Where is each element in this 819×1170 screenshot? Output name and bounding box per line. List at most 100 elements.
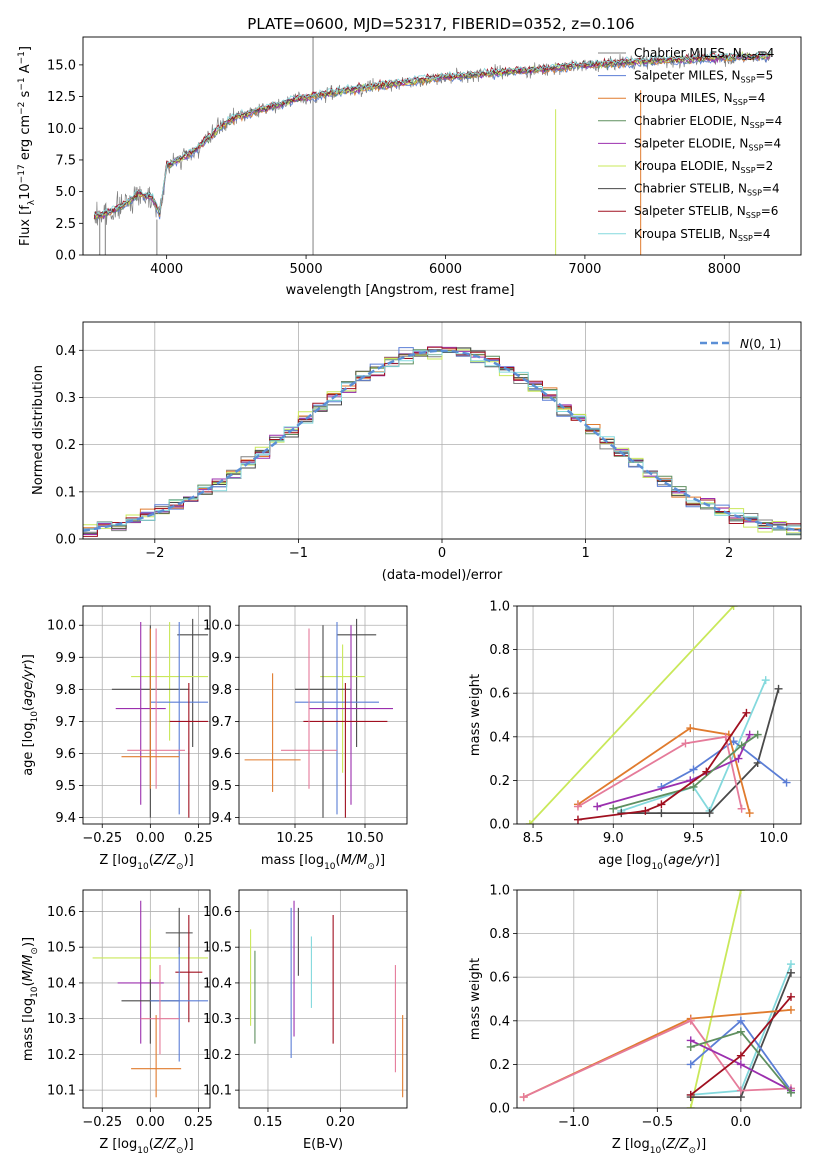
label-part: λ (27, 199, 37, 205)
weight_vs_Z-ytick-label: 0.4 (489, 1014, 510, 1029)
label-part: ⊙ (176, 862, 184, 872)
age_vs_Z-panel: −0.25 0.00 0.25 9.4 9.5 9.6 9.7 9.8 9.9 10.0 Z [lo… (21, 605, 213, 872)
weight-series-line (660, 740, 788, 788)
label-part: )] (21, 937, 36, 947)
label-part: 10 (30, 711, 40, 723)
age_vs_Z-xtick-label: 0.00 (136, 831, 165, 846)
label-part: −1 (17, 77, 27, 90)
weight_vs_age-ytick-label: 0.4 (489, 730, 510, 745)
weight-series-line (613, 733, 759, 810)
weight_vs_Z-panel: −1.0 −0.5 0.0 0.0 0.2 0.4 0.6 0.8 1.0 Z [log10(Z/… (468, 884, 802, 1156)
spectrum-xtick-label: 5000 (290, 262, 323, 277)
legend-label-part: SSP (742, 53, 757, 62)
weight-vs-z-xlabel: Z [log10(Z/Z⊙)] (612, 1137, 706, 1156)
label-part: )] (696, 1137, 706, 1152)
legend-label: Kroupa STELIB, NSSP=4 (634, 227, 771, 243)
weight-point-marker (736, 1016, 745, 1025)
spectrum-ytick-label: 5.0 (55, 185, 76, 200)
weight-point-marker (786, 1088, 795, 1097)
label-part: ( (336, 853, 341, 868)
legend-label-part: SSP (741, 76, 756, 85)
label-part: ( (149, 1137, 154, 1152)
weight-point-marker (736, 1060, 745, 1069)
weight-point-marker (573, 802, 582, 811)
residuals-frame (82, 321, 802, 540)
age_vs_mass-panel: 10.25 10.50 9.4 9.5 9.6 9.7 9.8 9.9 10.0 mass [lo… (203, 605, 408, 872)
spectrum-ylabel: Flux [fλ10−17 erg cm−2 s−1 A−1] (17, 46, 37, 246)
weight-point-marker (774, 684, 783, 693)
weight-point-marker (609, 804, 618, 813)
mass_vs_ebv-xtick-label: 0.15 (253, 1115, 282, 1130)
legend-label-part: Kroupa MILES, N (634, 91, 733, 105)
mass_vs_ebv-ytick-label: 10.1 (203, 1084, 232, 1099)
label-part: age [log (598, 853, 651, 868)
age_vs_mass-ytick-label: 9.7 (211, 715, 232, 730)
age_vs_Z-ytick-label: 9.5 (55, 779, 76, 794)
residuals-xtick-label: 0 (438, 546, 446, 561)
mass_vs_ebv-ytick-label: 10.3 (203, 1012, 232, 1027)
legend-label-part: SSP (746, 211, 761, 220)
legend-label-part: Kroupa ELODIE, N (634, 159, 741, 173)
mass_vs_Z-ytick-label: 10.1 (47, 1084, 76, 1099)
label-part: age/yr (21, 663, 36, 706)
mass-vs-z-xlabel: Z [log10(Z/Z⊙)] (99, 1137, 193, 1156)
label-part: Z/Z (153, 1137, 177, 1152)
label-part: mass [log (21, 998, 36, 1061)
weight_vs_age-xtick-label: 9.5 (683, 831, 704, 846)
weight_vs_Z-frame (516, 889, 802, 1109)
weight-point-marker (782, 778, 791, 787)
label-part: 10 (650, 1146, 662, 1156)
weight-point-marker (525, 820, 534, 824)
residuals-xtick-label: 1 (581, 546, 589, 561)
residuals-ylabel: Normed distribution (31, 365, 46, 495)
label-part: ( (21, 706, 36, 711)
legend-label: Salpeter MILES, NSSP=5 (634, 69, 773, 85)
weight_vs_age-ytick-label: 1.0 (489, 600, 510, 615)
legend-label-part: SSP (750, 121, 765, 130)
weight_vs_Z-ytick-label: 0.2 (489, 1058, 510, 1073)
weight_vs_age-xtick-label: 8.5 (523, 831, 544, 846)
spectrum-xtick-label: 6000 (429, 262, 462, 277)
weight-point-marker (786, 992, 795, 1001)
weight-point-marker (657, 809, 666, 818)
legend-label-part: Chabrier STELIB, N (634, 182, 747, 196)
weight-point-marker (729, 606, 738, 610)
weight-point-marker (745, 809, 754, 818)
weight-point-marker (657, 800, 666, 809)
spectrum-ytick-label: 0.0 (55, 249, 76, 264)
legend-label: Kroupa ELODIE, NSSP=2 (634, 159, 773, 175)
residuals-xlabel: (data-model)/error (382, 568, 503, 583)
label-part: 10 (137, 1146, 149, 1156)
legend-label-part: =4 (753, 227, 771, 241)
weight-series-line (621, 679, 767, 813)
legend-label-part: SSP (748, 143, 763, 152)
weight_vs_Z-xtick-label: −0.5 (642, 1115, 674, 1130)
weight-point-marker (689, 765, 698, 774)
legend-label: Salpeter ELODIE, NSSP=4 (634, 136, 781, 152)
weight-point-marker (686, 724, 695, 733)
age_vs_mass-ytick-label: 9.4 (211, 811, 232, 826)
residuals-ytick-label: 0.0 (55, 533, 76, 548)
weight-point-marker (742, 708, 751, 717)
age_vs_Z-frame (82, 605, 211, 825)
spectrum-ytick-label: 10.0 (47, 122, 76, 137)
weight-point-marker (786, 968, 795, 977)
mass_vs_ebv-ytick-label: 10.2 (203, 1048, 232, 1063)
residuals-ytick-label: 0.2 (55, 438, 76, 453)
mass_vs_Z-panel: −0.25 0.00 0.25 10.1 10.2 10.3 10.4 10.5 10.6 Z [… (21, 889, 213, 1156)
mass_vs_Z-ytick-label: 10.2 (47, 1048, 76, 1063)
weight_vs_age-frame (516, 605, 802, 825)
mass_vs_Z-xtick-label: 0.25 (184, 1115, 213, 1130)
label-part: age [log (21, 723, 36, 776)
legend-label-part: =4 (763, 136, 781, 150)
mass_vs_ebv-ytick-label: 10.5 (203, 941, 232, 956)
weight-series-line (577, 727, 751, 814)
label-part: ] (18, 46, 33, 51)
age_vs_mass-ytick-label: 9.5 (211, 779, 232, 794)
weight-point-marker (689, 782, 698, 791)
weight-vs-age-xlabel: age [log10(age/yr)] (598, 853, 720, 872)
legend-label-part: Chabrier ELODIE, N (634, 114, 750, 128)
legend-label-part: =6 (761, 204, 779, 218)
label-part: ( (661, 1137, 666, 1152)
weight_vs_age-ytick-label: 0.0 (489, 818, 510, 833)
